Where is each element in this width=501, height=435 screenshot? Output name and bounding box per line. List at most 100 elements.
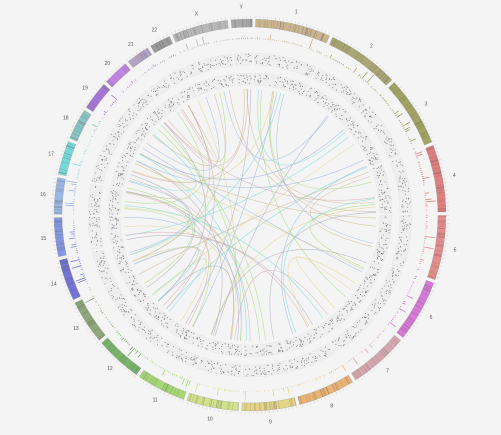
scatter-point (137, 110, 139, 112)
scatter-point (172, 351, 174, 353)
scatter-point (176, 328, 178, 330)
scatter-point (403, 261, 405, 263)
scatter-point (265, 74, 267, 76)
scatter-point (277, 368, 279, 370)
scatter-point (299, 343, 301, 345)
chromosome-label: 10 (207, 416, 213, 422)
histogram-bar (93, 129, 96, 132)
histogram-bar (82, 275, 85, 277)
scatter-point (364, 116, 366, 118)
scatter-point (385, 239, 387, 241)
scatter-point (392, 274, 394, 276)
band (66, 145, 75, 150)
histogram-bar (80, 161, 83, 163)
scale-tick (336, 36, 338, 39)
scatter-point (371, 148, 373, 150)
histogram-bar (370, 86, 373, 88)
histogram-bar (389, 321, 397, 328)
scatter-point (197, 345, 199, 347)
histogram-bar (130, 83, 132, 86)
histogram-bar (216, 388, 219, 396)
band (307, 393, 311, 402)
band (208, 23, 211, 32)
band (155, 43, 160, 51)
scatter-point (123, 314, 125, 316)
scatter-point (366, 278, 368, 280)
scatter-point (397, 247, 399, 249)
scatter-point (182, 328, 184, 330)
scatter-point (240, 63, 242, 65)
scatter-point (186, 330, 188, 332)
scatter-point (308, 356, 310, 358)
scatter-point (331, 79, 333, 81)
band (417, 125, 425, 130)
scatter-point (404, 225, 406, 227)
band (309, 29, 313, 37)
scale-tick (64, 142, 67, 144)
scatter-point (122, 267, 124, 269)
link (136, 160, 223, 336)
scatter-point (145, 307, 147, 309)
scatter-point (365, 323, 367, 325)
scatter-point (340, 345, 342, 347)
scatter-point (390, 145, 392, 147)
band (264, 402, 266, 411)
scatter-point (379, 251, 381, 253)
histogram-bar (410, 142, 413, 144)
scatter-point (381, 198, 383, 200)
scatter-point (123, 170, 125, 172)
band (54, 200, 63, 202)
scatter-point (396, 269, 398, 271)
scatter-point (408, 190, 410, 192)
scatter-point (142, 133, 144, 135)
scatter-point (384, 208, 386, 210)
scatter-point (153, 123, 155, 125)
band (279, 21, 282, 30)
scatter-point (343, 343, 345, 345)
scatter-point (146, 129, 148, 131)
scatter-point (356, 97, 358, 99)
scatter-point (327, 348, 329, 350)
band (413, 308, 421, 313)
scatter-point (154, 111, 156, 113)
ideogram (329, 37, 393, 86)
band (54, 231, 63, 233)
scale-tick (124, 368, 127, 371)
scatter-point (370, 279, 372, 281)
band (312, 392, 316, 400)
scale-tick (401, 340, 404, 343)
scatter-point (386, 289, 388, 291)
scatter-point (231, 344, 233, 346)
scatter-point (344, 340, 346, 342)
scale-tick (58, 161, 61, 163)
histogram-bar (135, 350, 139, 354)
scatter-point (399, 175, 401, 177)
scatter-point (344, 111, 346, 113)
band (212, 399, 215, 408)
scatter-point (385, 206, 387, 208)
scatter-point (161, 113, 163, 115)
scatter-point (94, 181, 96, 183)
scatter-point (248, 82, 250, 84)
scatter-point (223, 78, 225, 80)
band (179, 32, 183, 40)
scatter-point (383, 303, 385, 305)
scatter-point (345, 90, 347, 92)
band (436, 236, 445, 238)
histogram-bar (359, 352, 361, 354)
band (73, 129, 81, 134)
histogram-bar (379, 333, 381, 336)
scatter-point (280, 77, 282, 79)
band (421, 134, 429, 139)
scale-tick (366, 54, 369, 57)
scatter-point (132, 115, 134, 117)
band (77, 122, 85, 127)
scatter-point (101, 277, 103, 279)
scatter-point (386, 282, 388, 284)
scatter-point (344, 306, 346, 308)
scatter-point (245, 355, 247, 357)
scatter-point (143, 102, 145, 104)
scatter-point (328, 84, 330, 86)
link (124, 217, 242, 341)
scatter-point (122, 116, 124, 118)
